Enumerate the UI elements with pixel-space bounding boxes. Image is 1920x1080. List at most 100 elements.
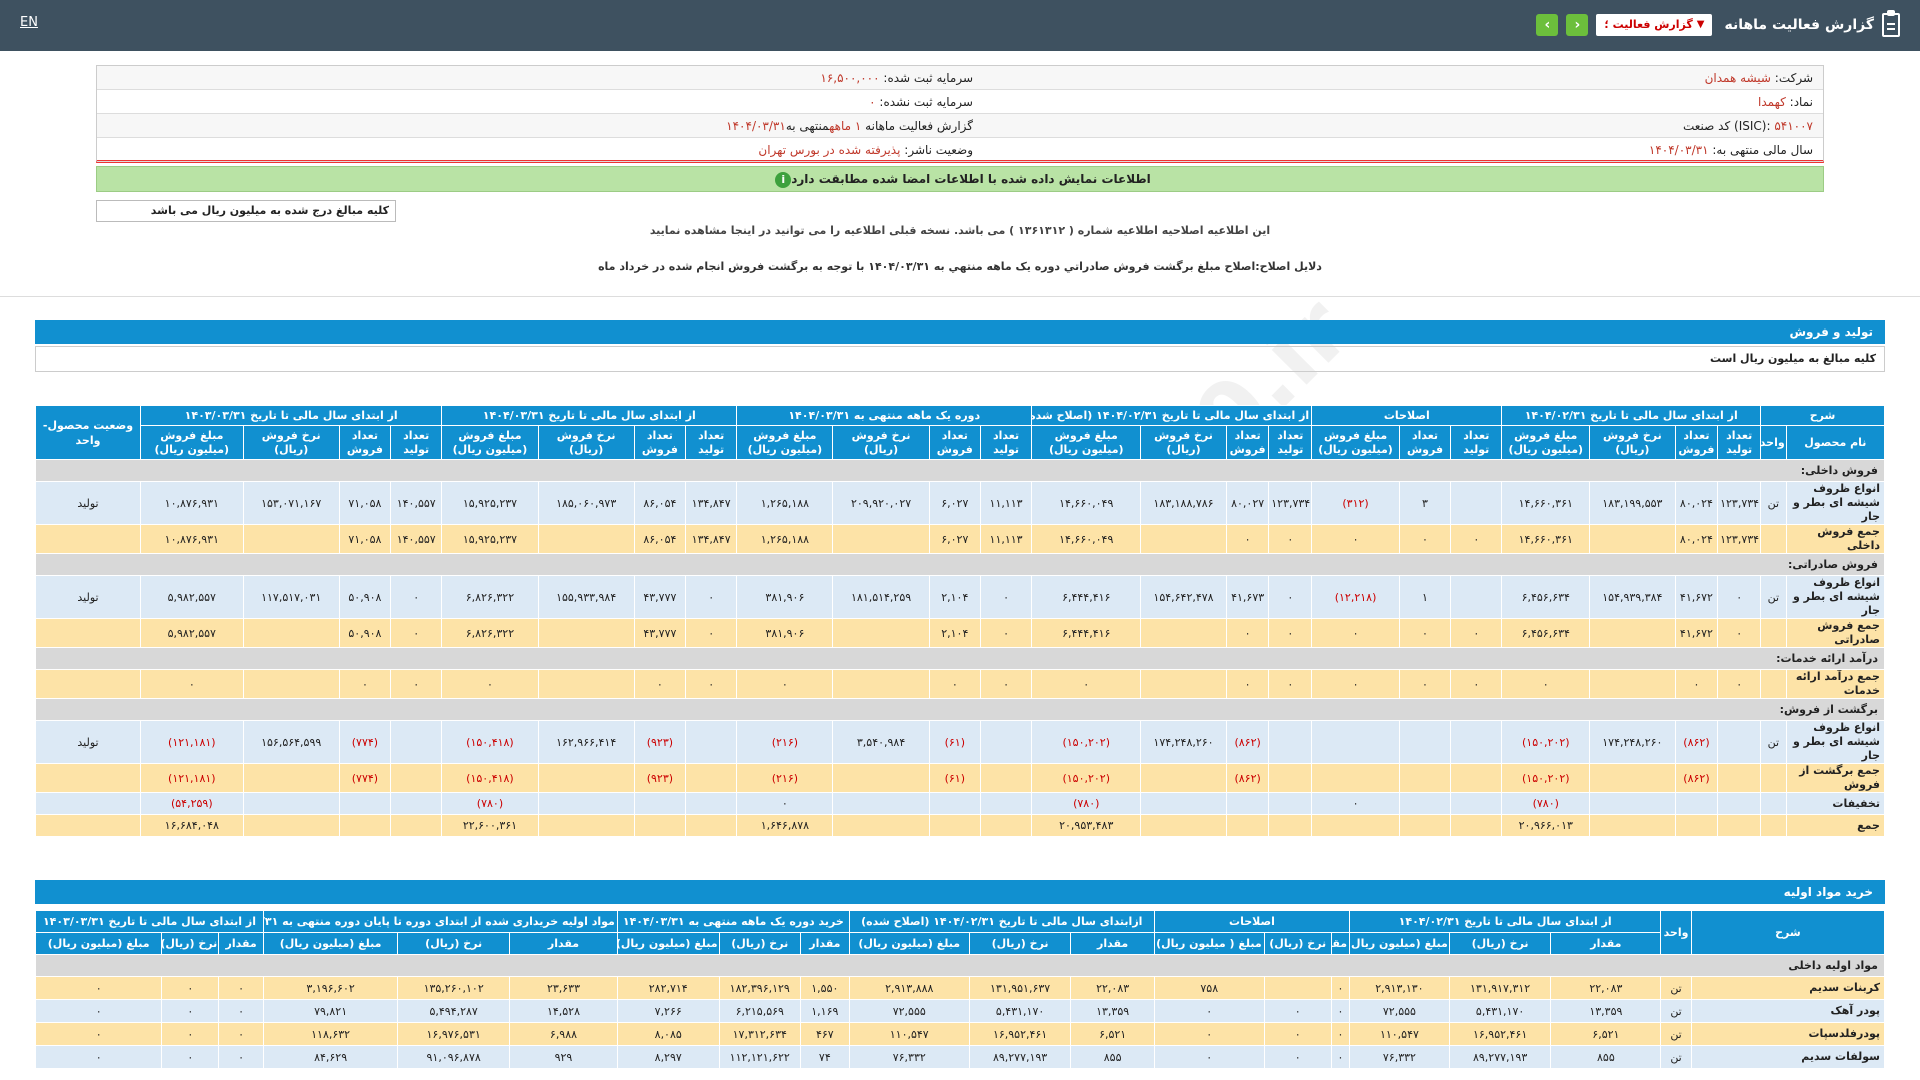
col-sub-header: مقدار [799,932,850,955]
cell: ۱۴,۶۶۰,۳۶۱ [1501,524,1591,554]
cell [390,763,443,793]
info-icon: i [775,171,792,188]
category-row: فروش داخلی: [35,459,1885,482]
cell: ۱۵۴,۹۳۹,۳۸۴ [1589,575,1676,619]
col-sub-header: مبلغ (میلیون ریال) [262,932,399,955]
cell [832,524,930,554]
row-label: پودرفلدسپات [1690,1022,1886,1046]
cell [832,763,930,793]
prev-report-button[interactable]: ‹ [1536,14,1559,36]
cell: ۰ [1311,524,1400,554]
cell: ۸۶,۰۵۴ [633,481,687,525]
cell: ۴۶۷ [799,1022,850,1046]
cell: ۰ [34,976,163,1000]
row-label: انواع ظروف شیشه ای بطر و جار [1785,720,1886,764]
col-sub-header: مبلغ (میلیون ریال) [848,932,970,955]
status-value: پذیرفته شده در بورس تهران [758,143,901,157]
cell: ۱۸۱,۵۱۴,۲۵۹ [832,575,930,619]
col-sub-header: نرخ (ریال) [968,932,1072,955]
cell: (۵۴,۲۵۹) [139,792,244,815]
row-label: جمع [1785,814,1886,837]
table-row: جمع برگشت از فروش (۸۶۲) (۱۵۰,۲۰۲) (۸۶۲) (۱۵۰… [35,763,1886,793]
cell: ۵۰,۹۰۸ [338,575,392,619]
cell: تن [1760,720,1787,764]
cell: ۸,۲۹۷ [616,1045,720,1069]
cell: ۱۵,۹۲۵,۲۳۷ [441,481,539,525]
cell [338,792,392,815]
cell: (۱۲۱,۱۸۱) [139,763,244,793]
cell [242,524,340,554]
cell [1674,792,1719,815]
cell [35,763,141,793]
cell [1450,720,1503,764]
cell: ۱۳۱,۹۵۱,۶۳۷ [968,976,1072,1000]
raw-materials-table: شرح واحد از ابتدای سال مالی تا تاریخ ۱۴۰… [34,910,1886,1069]
category-row: فروش صادراتی: [35,553,1885,576]
cell: ۶,۸۲۶,۳۲۲ [441,618,539,648]
cell: ۸۵۵ [1070,1045,1155,1069]
col-group-ytd-0402: از ابتدای سال مالی تا تاریخ ۱۴۰۴/۰۲/۳۱ [1349,910,1662,933]
cell [35,618,141,648]
correction-notice[interactable]: این اطلاعیه اصلاحیه اطلاعیه شماره ( ۱۳۶۱… [649,224,1271,237]
cell: ۷۵۸ [1153,976,1265,1000]
col-group-month-0403: خرید دوره یک ماهه منتهی به ۱۴۰۴/۰۳/۳۱ [616,910,850,933]
col-group-month-0403: دوره یک ماهه منتهی به ۱۴۰۴/۰۳/۳۱ [736,405,1033,426]
capital-label: سرمایه ثبت شده: [883,71,973,85]
cell: ۰ [685,669,738,699]
cell: ۱۰,۸۷۶,۹۳۱ [139,524,244,554]
cell [242,792,340,815]
col-group-ytd-0402-corrected: از ابتدای سال مالی تا تاریخ ۱۴۰۴/۰۲/۳۱ (… [1031,405,1313,426]
cell [1717,792,1762,815]
cell: ۰ [633,669,687,699]
cell: ۰ [1450,669,1503,699]
cell: ۱۴۰,۵۵۷ [390,524,443,554]
cell [1311,814,1400,837]
col-sub-header: نرخ (ریال) [397,932,511,955]
cell [1268,720,1313,764]
cell [1140,814,1227,837]
cell: ۸,۰۸۵ [616,1022,720,1046]
cell [35,792,141,815]
category-label: فروش داخلی: [35,459,1885,482]
cell [1225,792,1270,815]
row-label: جمع درآمد ارائه خدمات [1785,669,1886,699]
cell: ۰ [161,999,220,1023]
production-sales-header: تولید و فروش [35,320,1885,344]
cell: ۶,۴۵۶,۶۳۴ [1501,575,1591,619]
cell: ۰ [218,1022,264,1046]
cell: ۰ [736,792,834,815]
cell: ۱۱۸,۶۳۲ [262,1022,399,1046]
cell: ۶,۵۲۱ [1550,1022,1662,1046]
cell [685,792,738,815]
cell: ۱,۱۶۹ [799,999,850,1023]
language-switch[interactable]: EN [20,15,38,30]
cell: ۰ [1330,976,1351,1000]
cell: ۴۳,۷۷۷ [633,575,687,619]
col-group-corrections: اصلاحات [1153,910,1351,933]
symbol-value: کهمدا [1758,95,1786,109]
cell: ۱۵۳,۰۷۱,۱۶۷ [242,481,340,525]
cell: ۱۸۲,۳۹۶,۱۲۹ [718,976,801,1000]
cell: ۵,۹۸۲,۵۵۷ [139,575,244,619]
col-amount: مبلغ فروش (میلیون ریال) [1031,425,1142,460]
verification-text: اطلاعات نمایش داده شده با اطلاعات امضا ش… [791,172,1151,186]
cell [979,792,1033,815]
cell [1717,720,1762,764]
page-title: گزارش فعالیت ماهانه [1724,17,1874,33]
cell [1268,763,1313,793]
unregistered-capital-label: سرمایه ثبت نشده: [879,95,973,109]
verification-banner: i اطلاعات نمایش داده شده با اطلاعات امضا … [96,166,1824,192]
table-row: جمع فروش داخلی ۱۲۳,۷۳۴ ۸۰,۰۲۴ ۱۴,۶۶۰,۳۶۱ ۰ ۰ ۰… [35,524,1886,554]
col-sub-header: مقدار [218,932,264,955]
report-type-select[interactable]: گزارش فعالیت ؛ ▼ [1596,14,1713,36]
next-report-button[interactable]: › [1566,14,1589,36]
cell [633,814,687,837]
cell: ۰ [218,999,264,1023]
cell [1674,814,1719,837]
cell: (۸۶۲) [1674,720,1719,764]
cell: ۲۰,۹۶۶,۰۱۳ [1501,814,1591,837]
isic-value: ۵۴۱۰۰۷ [1774,119,1813,133]
cell: ۱۵۴,۶۴۲,۴۷۸ [1140,575,1227,619]
cell [1311,763,1400,793]
col-amount: مبلغ فروش (میلیون ریال) [1311,425,1400,460]
